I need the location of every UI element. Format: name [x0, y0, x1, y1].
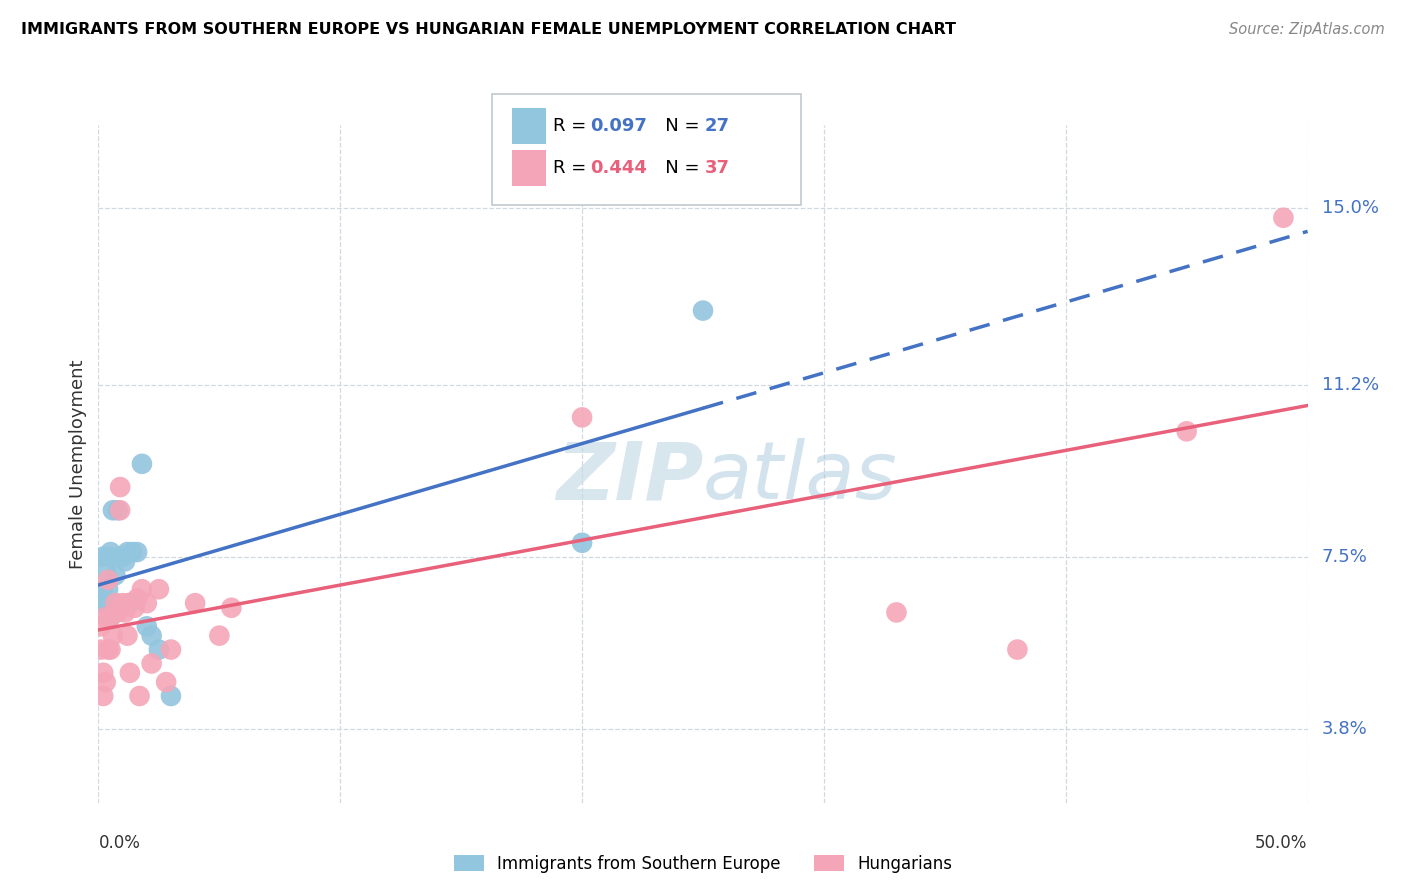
Point: [91, 582, 114, 597]
Point: [148, 582, 170, 597]
Point: [97, 549, 120, 564]
Point: [90, 596, 112, 610]
Point: [155, 675, 177, 690]
Point: [127, 591, 149, 606]
Point: [91, 665, 114, 680]
Text: atlas: atlas: [703, 438, 898, 516]
Text: 7.5%: 7.5%: [1322, 548, 1368, 566]
Legend: Immigrants from Southern Europe, Hungarians: Immigrants from Southern Europe, Hungari…: [447, 848, 959, 880]
Point: [121, 545, 143, 559]
Point: [124, 600, 146, 615]
Point: [886, 606, 908, 620]
Text: 0.097: 0.097: [591, 117, 647, 135]
Point: [91, 689, 114, 703]
Point: [114, 606, 136, 620]
Y-axis label: Female Unemployment: Female Unemployment: [69, 359, 87, 568]
Text: 37: 37: [704, 159, 730, 177]
Point: [100, 545, 122, 559]
Point: [184, 596, 207, 610]
Text: N =: N =: [648, 117, 706, 135]
Text: N =: N =: [648, 159, 706, 177]
Point: [141, 629, 163, 643]
Point: [131, 582, 153, 597]
Text: R =: R =: [553, 159, 592, 177]
Text: 0.444: 0.444: [591, 159, 647, 177]
Point: [208, 629, 231, 643]
Point: [118, 665, 141, 680]
Point: [1272, 211, 1295, 225]
Point: [1007, 642, 1029, 657]
Point: [94, 596, 117, 610]
Point: [107, 606, 129, 620]
Point: [94, 675, 117, 690]
Point: [571, 535, 593, 549]
Point: [104, 596, 127, 610]
Point: [100, 610, 122, 624]
Text: 15.0%: 15.0%: [1322, 200, 1379, 218]
Point: [114, 554, 136, 568]
Text: ZIP: ZIP: [555, 438, 703, 516]
Point: [101, 629, 124, 643]
Point: [108, 503, 131, 517]
Point: [128, 689, 150, 703]
Point: [90, 642, 112, 657]
Point: [101, 503, 124, 517]
Point: [135, 619, 157, 633]
Point: [111, 549, 134, 564]
Point: [160, 642, 183, 657]
Text: R =: R =: [553, 117, 592, 135]
Point: [111, 596, 134, 610]
Point: [100, 610, 122, 624]
Text: 11.2%: 11.2%: [1322, 376, 1379, 394]
Point: [117, 545, 139, 559]
Point: [100, 642, 122, 657]
Point: [108, 549, 131, 564]
Point: [97, 573, 120, 587]
Point: [148, 642, 170, 657]
Point: [131, 457, 153, 471]
Point: [127, 545, 149, 559]
Point: [97, 642, 120, 657]
Text: 0.0%: 0.0%: [98, 834, 141, 852]
Point: [104, 568, 127, 582]
Point: [117, 629, 139, 643]
Point: [221, 600, 243, 615]
Point: [118, 596, 141, 610]
Text: IMMIGRANTS FROM SOUTHERN EUROPE VS HUNGARIAN FEMALE UNEMPLOYMENT CORRELATION CHA: IMMIGRANTS FROM SOUTHERN EUROPE VS HUNGA…: [21, 22, 956, 37]
Point: [90, 619, 112, 633]
Point: [117, 596, 139, 610]
Point: [108, 480, 131, 494]
Point: [1175, 425, 1198, 439]
Point: [97, 582, 120, 597]
Text: Source: ZipAtlas.com: Source: ZipAtlas.com: [1229, 22, 1385, 37]
Point: [91, 549, 114, 564]
Point: [94, 564, 117, 578]
Point: [94, 610, 117, 624]
Point: [104, 596, 127, 610]
Text: 50.0%: 50.0%: [1256, 834, 1308, 852]
Text: 27: 27: [704, 117, 730, 135]
Point: [160, 689, 183, 703]
Point: [107, 503, 129, 517]
Point: [135, 596, 157, 610]
Point: [692, 303, 714, 318]
Point: [571, 410, 593, 425]
Point: [141, 657, 163, 671]
Text: 3.8%: 3.8%: [1322, 720, 1368, 738]
